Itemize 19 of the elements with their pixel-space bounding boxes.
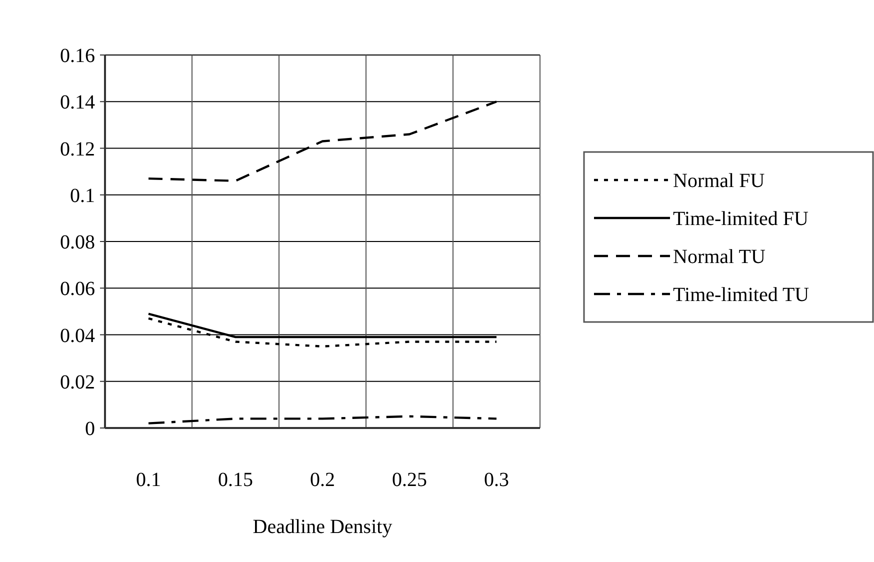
legend-label: Time-limited FU <box>673 208 809 230</box>
y-tick-label: 0.02 <box>60 371 95 394</box>
legend-label: Time-limited TU <box>673 284 810 306</box>
y-tick-label: 0 <box>85 418 95 440</box>
y-tick-label: 0.16 <box>60 45 95 67</box>
y-tick-label: 0.12 <box>60 138 95 160</box>
x-tick-label: 0.1 <box>136 469 161 491</box>
y-tick-label: 0.14 <box>60 92 95 114</box>
y-tick-label: 0.1 <box>70 184 95 207</box>
legend-label: Normal FU <box>673 170 766 192</box>
y-tick-label: 0.04 <box>60 324 95 347</box>
y-tick-label: 0.06 <box>60 278 95 300</box>
x-axis-title: Deadline Density <box>252 516 392 538</box>
x-tick-label: 0.15 <box>218 469 253 491</box>
x-tick-label: 0.25 <box>392 469 427 491</box>
x-tick-label: 0.2 <box>310 469 335 491</box>
legend-label: Normal TU <box>673 246 766 268</box>
y-tick-label: 0.08 <box>60 232 95 254</box>
x-tick-label: 0.3 <box>484 469 509 491</box>
